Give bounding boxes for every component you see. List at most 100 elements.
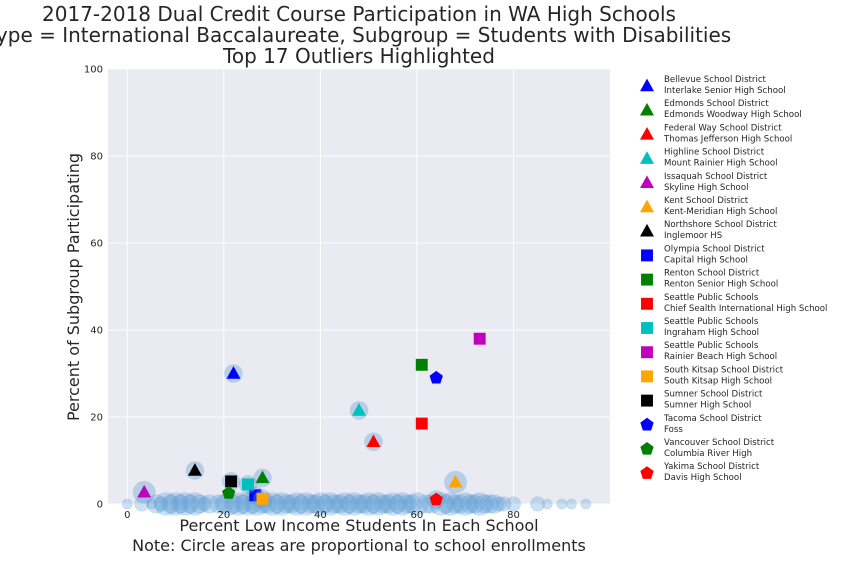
legend-marker (640, 127, 654, 140)
legend-label: Foss (664, 425, 683, 435)
data-point (329, 494, 350, 514)
x-tick-label: 80 (507, 510, 520, 521)
outlier-points (132, 332, 486, 509)
legend-marker (640, 78, 654, 92)
data-point (373, 494, 393, 514)
legend-label: Renton Senior High School (664, 280, 778, 290)
data-point (291, 494, 311, 514)
y-tick-label: 20 (90, 413, 103, 424)
data-point (325, 494, 345, 514)
data-point (491, 496, 507, 512)
legend-label: Columbia River High (664, 449, 752, 459)
data-point (363, 494, 384, 514)
data-point (276, 494, 297, 514)
legend-label: Highline School District (664, 148, 765, 158)
y-tick-label: 80 (90, 152, 103, 163)
data-point (153, 496, 169, 512)
x-tick-label: 0 (124, 510, 130, 521)
data-point (269, 492, 294, 516)
legend-label: Olympia School District (664, 244, 765, 254)
legend-label: Seattle Public Schools (664, 317, 759, 327)
legend-label: Davis High School (664, 473, 742, 483)
data-point (209, 494, 229, 514)
legend-label: Skyline High School (664, 183, 748, 193)
data-point (180, 494, 200, 514)
legend-label: Yakima School District (663, 462, 760, 472)
data-point (170, 494, 191, 514)
legend-label: Issaquah School District (664, 172, 768, 182)
legend-label: Chief Sealth International High School (664, 304, 827, 314)
x-tick-label: 20 (217, 510, 230, 521)
data-point (145, 498, 158, 510)
y-tick-label: 60 (90, 239, 103, 250)
data-point (182, 492, 207, 516)
data-point (402, 494, 422, 514)
grid (108, 68, 610, 505)
outlier-marker (473, 332, 486, 345)
legend-label: Northshore School District (664, 220, 777, 230)
legend-marker (641, 322, 653, 334)
legend-marker (641, 346, 653, 359)
outlier-marker (187, 463, 202, 476)
data-point (300, 494, 321, 514)
data-point (284, 492, 309, 516)
data-point (173, 492, 198, 516)
data-point (366, 492, 391, 516)
x-tick-label: 40 (314, 510, 327, 521)
legend-label: Bellevue School District (664, 75, 767, 85)
data-point (496, 496, 512, 512)
plot-area (108, 69, 610, 504)
data-point (305, 494, 326, 514)
data-point (339, 494, 360, 514)
data-point (479, 494, 500, 514)
legend-label: Interlake Senior High School (664, 86, 786, 96)
x-tick-labels: 0 20 40 60 80 (124, 510, 520, 521)
data-point (505, 496, 522, 512)
legend-marker (641, 249, 653, 262)
data-point (121, 498, 133, 510)
legend-label: Thomas Jefferson High School (663, 134, 792, 144)
data-point (281, 494, 302, 514)
legend-label: Seattle Public Schools (664, 341, 759, 351)
data-point (233, 494, 253, 514)
outlier-marker (225, 475, 238, 488)
data-point (450, 494, 471, 514)
data-point (349, 494, 369, 514)
x-tick-label: 60 (411, 510, 424, 521)
data-point (445, 494, 466, 514)
legend-label: Rainier Beach High School (664, 352, 777, 362)
outlier-marker (137, 484, 152, 498)
y-axis-label: Percent of Subgroup Participating (64, 153, 83, 421)
data-point (474, 494, 495, 514)
legend-label: Inglemoor HS (664, 231, 722, 241)
data-point (196, 496, 213, 512)
legend-label: Edmonds Woodway High School (664, 110, 802, 120)
data-point (405, 492, 429, 516)
y-tick-label: 100 (84, 65, 103, 76)
data-point (580, 498, 592, 510)
data-point (529, 496, 546, 512)
data-point (356, 492, 381, 516)
legend-label: Seattle Public Schools (664, 293, 759, 303)
outlier-marker (366, 434, 381, 448)
outlier-marker (352, 403, 366, 416)
legend-label: Kent School District (664, 196, 749, 206)
data-point (318, 492, 342, 516)
data-point (315, 494, 336, 514)
legend-label: South Kitsap School District (664, 365, 784, 375)
legend-marker (640, 175, 654, 189)
outlier-marker (429, 492, 443, 506)
chart-title-line-1: 2017-2018 Dual Credit Course Participati… (42, 2, 676, 26)
data-point (332, 492, 357, 516)
data-point (460, 494, 480, 514)
legend-marker (640, 442, 654, 455)
chart-title-line-3: Top 17 Outliers Highlighted (222, 44, 495, 68)
data-point (565, 498, 577, 510)
data-point (154, 492, 178, 516)
data-point (465, 494, 485, 514)
legend-marker (641, 297, 653, 310)
data-point (354, 494, 374, 514)
data-point (484, 494, 504, 514)
